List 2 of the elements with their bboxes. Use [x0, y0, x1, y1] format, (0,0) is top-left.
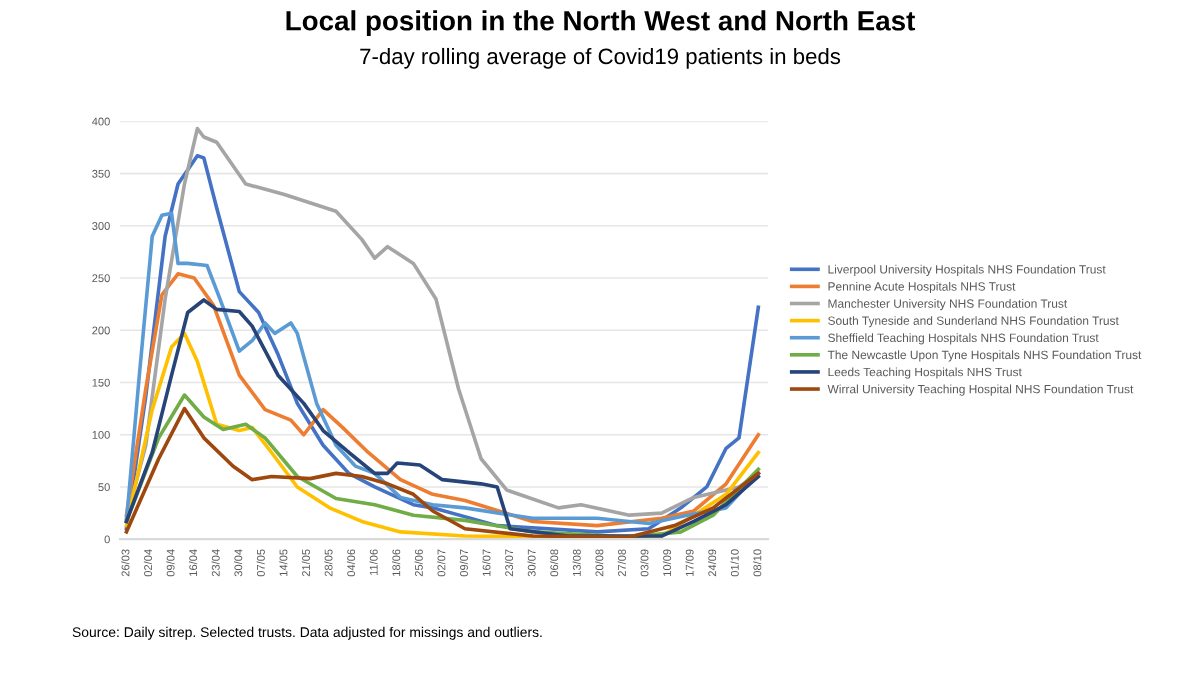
chart-title: Local position in the North West and North East: [286, 10, 916, 37]
chart-subtitle: 7-day rolling average of Covid19 patients in beds: [360, 47, 841, 69]
